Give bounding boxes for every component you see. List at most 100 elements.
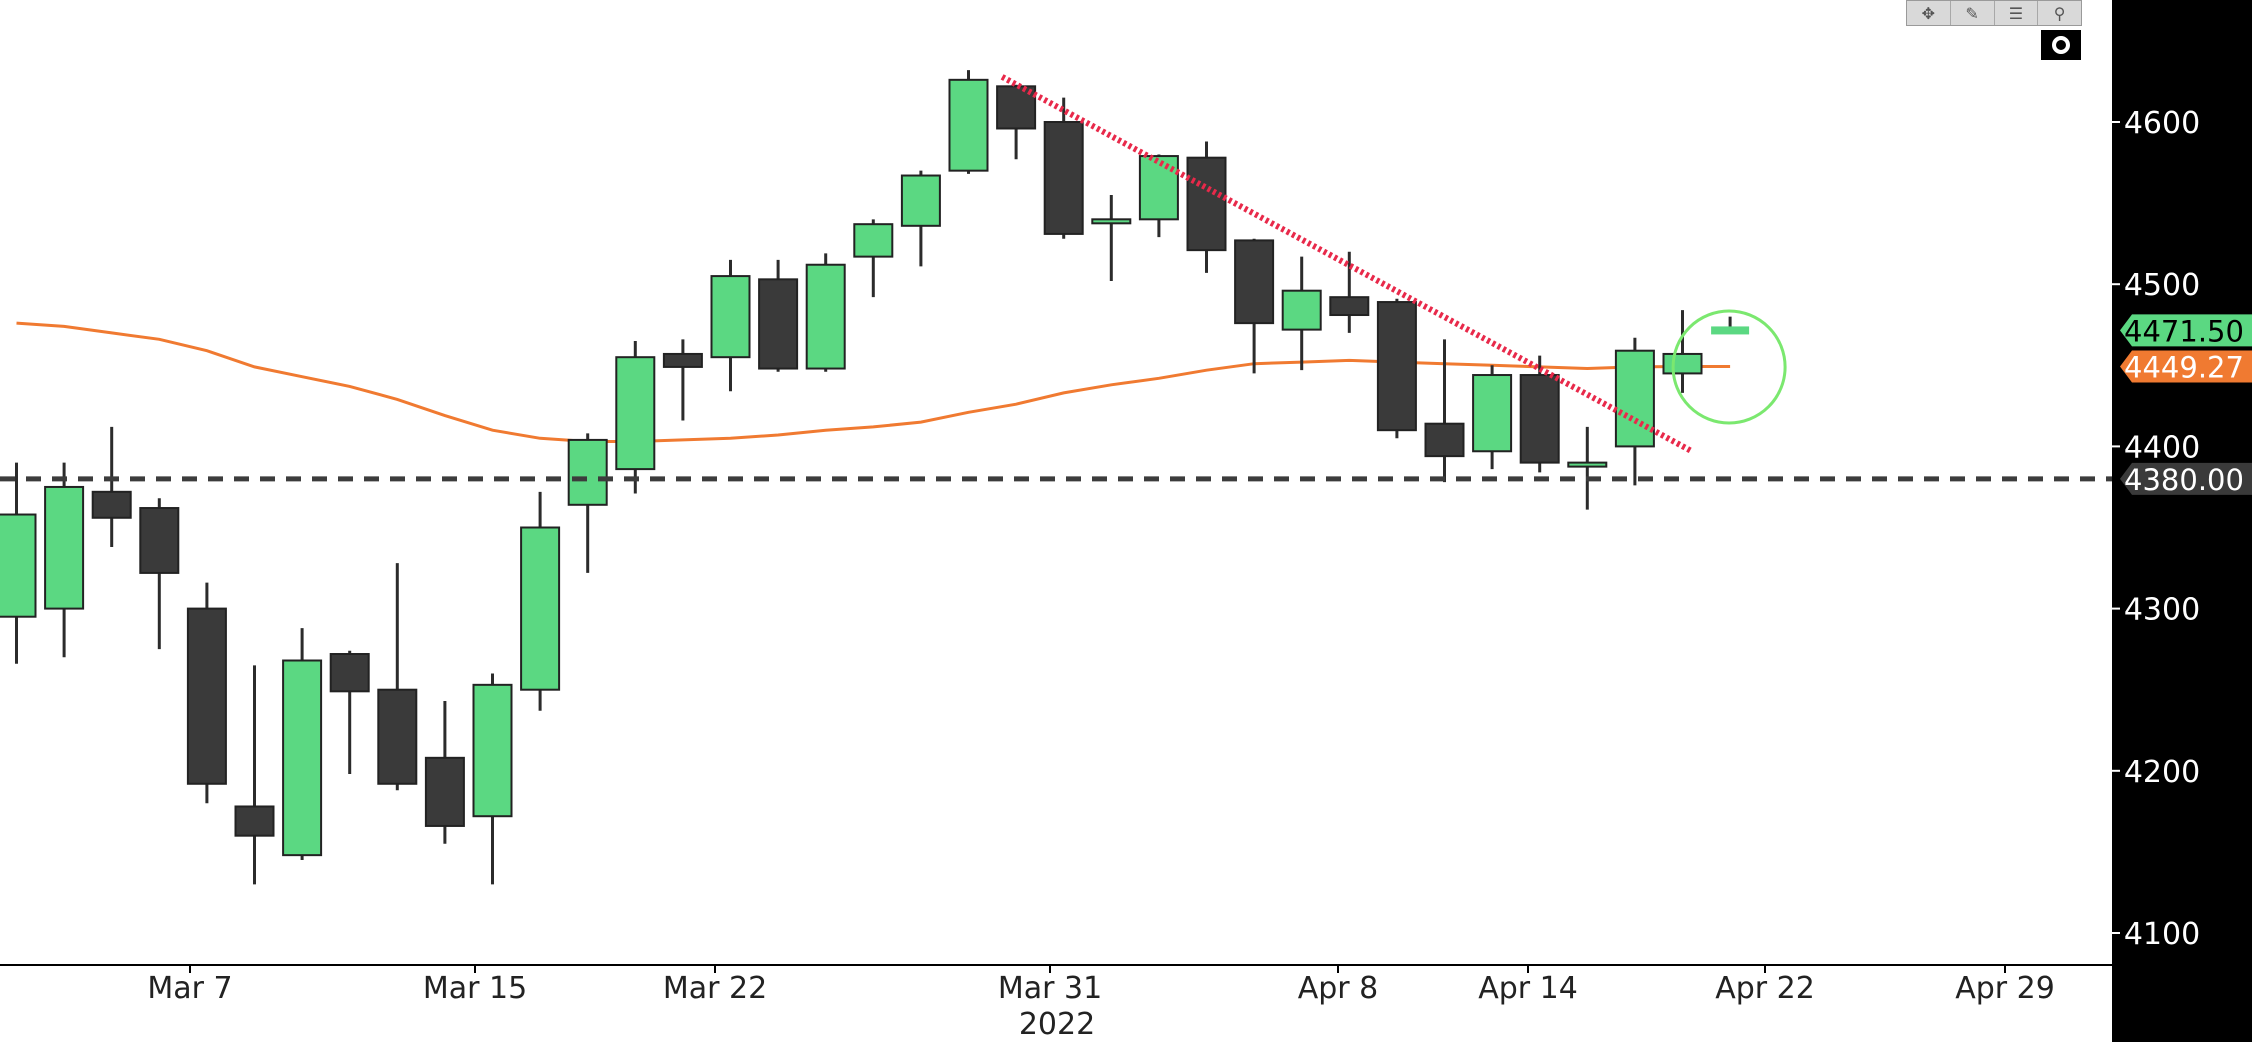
candle-body bbox=[1234, 239, 1275, 325]
candle bbox=[1043, 97, 1084, 239]
candle bbox=[662, 339, 703, 421]
x-tick-label: Apr 14 bbox=[1478, 971, 1578, 1006]
candle-body bbox=[1091, 218, 1132, 225]
candle bbox=[91, 426, 132, 547]
x-tick-label: Apr 8 bbox=[1298, 971, 1379, 1006]
candle bbox=[520, 491, 561, 711]
price-label: 4380.00 bbox=[2120, 462, 2252, 497]
y-tick-label: 4200 bbox=[2124, 755, 2200, 790]
price-label: 4471.50 bbox=[2120, 314, 2252, 348]
candle-body bbox=[1281, 289, 1322, 331]
candle-body bbox=[282, 659, 323, 857]
trendline bbox=[1000, 74, 1694, 455]
x-tick-label: Apr 29 bbox=[1955, 971, 2055, 1006]
candle bbox=[1281, 256, 1322, 371]
candle-body bbox=[1567, 461, 1608, 468]
candle-body bbox=[329, 653, 370, 693]
candle bbox=[1186, 141, 1227, 273]
price-label-background bbox=[2120, 350, 2252, 383]
candle bbox=[377, 563, 418, 791]
candle-body bbox=[1711, 326, 1750, 335]
candle-body bbox=[1472, 374, 1513, 453]
y-tick-label: 4100 bbox=[2124, 917, 2200, 952]
candle bbox=[282, 628, 323, 861]
candle bbox=[329, 650, 370, 775]
candle-body bbox=[377, 688, 418, 785]
candle-body bbox=[805, 263, 846, 370]
candle-body bbox=[234, 805, 275, 837]
candle-body bbox=[1186, 156, 1227, 252]
candle-body bbox=[472, 683, 513, 818]
candle bbox=[1567, 426, 1608, 510]
candle bbox=[948, 70, 989, 174]
candle bbox=[1138, 154, 1179, 238]
candle bbox=[567, 433, 608, 573]
candle-body bbox=[1614, 349, 1655, 448]
candle-body bbox=[1424, 422, 1465, 458]
candle-body bbox=[996, 85, 1037, 130]
y-tick-label: 4500 bbox=[2124, 268, 2200, 303]
candle-body bbox=[520, 526, 561, 691]
candle bbox=[44, 462, 85, 658]
candle bbox=[1519, 355, 1560, 473]
crosshair-icon[interactable]: ✥ bbox=[1907, 1, 1951, 25]
candle-body bbox=[1138, 155, 1179, 221]
settings-icon[interactable] bbox=[2041, 30, 2081, 60]
candle-body bbox=[1662, 352, 1703, 375]
price-label-text: 4471.50 bbox=[2124, 314, 2244, 348]
x-tick-label: Apr 22 bbox=[1715, 971, 1815, 1006]
candle-body bbox=[853, 223, 894, 258]
candle-body bbox=[900, 174, 941, 227]
current-candle bbox=[1711, 316, 1750, 335]
candle-body bbox=[1329, 296, 1370, 317]
candle bbox=[424, 701, 465, 844]
x-tick-label: Mar 7 bbox=[147, 971, 232, 1006]
candle bbox=[1376, 298, 1417, 439]
candle bbox=[1329, 251, 1370, 333]
draw-icon[interactable]: ✎ bbox=[1951, 1, 1995, 25]
x-tick-label: Mar 15 bbox=[423, 971, 527, 1006]
candle bbox=[710, 259, 751, 392]
candle-body bbox=[139, 507, 180, 574]
y-tick-label: 4400 bbox=[2124, 430, 2200, 465]
zoom-icon[interactable]: ⚲ bbox=[2053, 3, 2066, 23]
candle bbox=[615, 340, 656, 494]
candle-body bbox=[424, 756, 465, 827]
candle-body bbox=[1519, 374, 1560, 464]
candle-body bbox=[0, 513, 37, 618]
x-tick-label: Mar 31 bbox=[998, 971, 1102, 1006]
price-label-text: 4449.27 bbox=[2124, 350, 2244, 384]
candle bbox=[900, 170, 941, 267]
y-tick-label: 4300 bbox=[2124, 593, 2200, 628]
candle bbox=[758, 259, 799, 372]
candle bbox=[139, 498, 180, 650]
candle-body bbox=[758, 278, 799, 370]
highlight-circle bbox=[1671, 309, 1787, 425]
notes-icon[interactable]: ☰ bbox=[1995, 1, 2039, 25]
candle-body bbox=[710, 275, 751, 359]
candle bbox=[853, 219, 894, 298]
price-label-background bbox=[2120, 314, 2252, 347]
price-label: 4449.27 bbox=[2120, 350, 2252, 384]
candle-body bbox=[186, 607, 227, 785]
y-tick-label: 4600 bbox=[2124, 106, 2200, 141]
candle bbox=[1424, 339, 1465, 483]
candle bbox=[805, 253, 846, 372]
candle bbox=[1091, 194, 1132, 281]
candle-body bbox=[1043, 121, 1084, 235]
candle bbox=[1472, 365, 1513, 470]
candle bbox=[0, 462, 37, 664]
candle bbox=[1614, 337, 1655, 486]
x-year-label: 2022 bbox=[1019, 1007, 1095, 1042]
price-axis-panel bbox=[2112, 0, 2252, 1042]
candle-body bbox=[91, 490, 132, 519]
x-tick-label: Mar 22 bbox=[663, 971, 767, 1006]
candle-body bbox=[948, 78, 989, 172]
candle bbox=[1234, 238, 1275, 374]
candle bbox=[996, 84, 1037, 160]
candle-body bbox=[615, 356, 656, 471]
candle-body bbox=[44, 485, 85, 610]
candle-body bbox=[662, 352, 703, 368]
candle-body bbox=[567, 438, 608, 506]
